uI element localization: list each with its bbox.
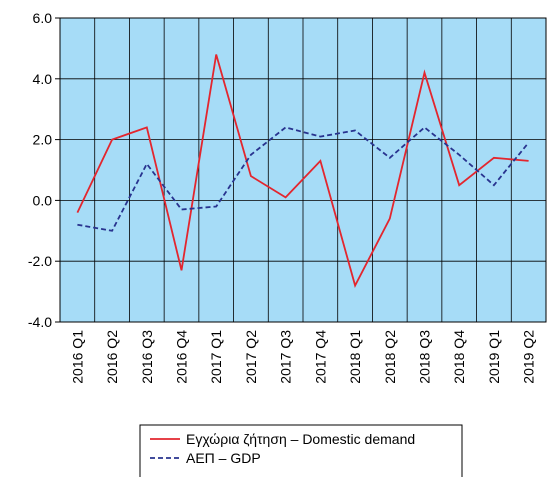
legend-box xyxy=(139,424,463,477)
x-tick-label: 2017 Q1 xyxy=(208,330,224,384)
x-tick-label: 2018 Q3 xyxy=(417,330,433,384)
y-tick-label: 6.0 xyxy=(33,10,53,26)
y-tick-label: -2.0 xyxy=(28,253,52,269)
y-tick-label: 0.0 xyxy=(33,192,53,208)
legend-label: Εγχώρια ζήτηση – Domestic demand xyxy=(186,431,415,447)
x-tick-label: 2018 Q1 xyxy=(347,330,363,384)
x-tick-label: 2019 Q1 xyxy=(486,330,502,384)
x-tick-label: 2019 Q2 xyxy=(521,330,537,384)
legend-label: ΑΕΠ – GDP xyxy=(186,450,261,466)
data-line xyxy=(77,126,530,232)
y-tick-label: 4.0 xyxy=(33,71,53,87)
data-line xyxy=(76,54,529,288)
x-tick-label: 2017 Q3 xyxy=(278,330,294,384)
x-tick-label: 2016 Q1 xyxy=(69,330,85,384)
x-tick-label: 2018 Q4 xyxy=(451,330,467,384)
x-tick-label: 2016 Q4 xyxy=(174,330,190,384)
y-tick-label: 2.0 xyxy=(33,132,53,148)
x-tick-label: 2017 Q2 xyxy=(243,330,259,384)
x-tick-label: 2018 Q2 xyxy=(382,330,398,384)
x-tick-label: 2017 Q4 xyxy=(312,330,328,384)
x-tick-label: 2016 Q2 xyxy=(104,330,120,384)
x-tick-label: 2016 Q3 xyxy=(139,330,155,384)
y-tick-label: -4.0 xyxy=(28,314,52,330)
